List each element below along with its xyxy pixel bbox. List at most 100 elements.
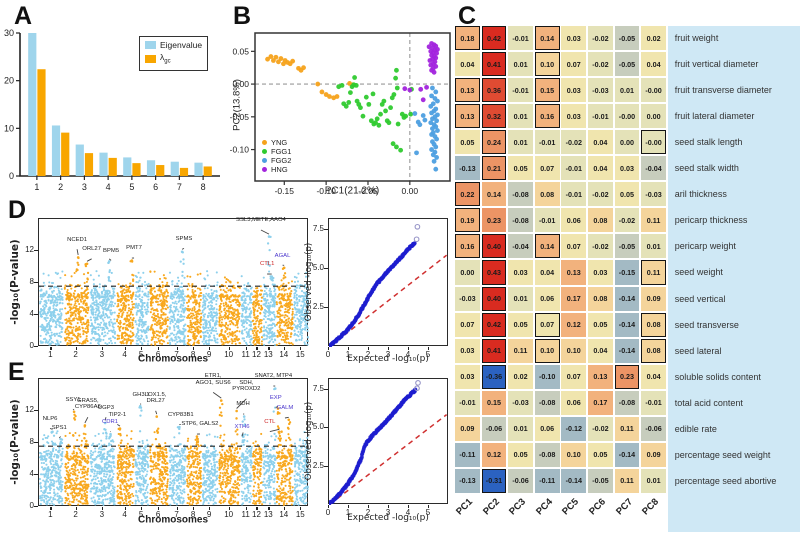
manhattan-y-tick: 4 <box>29 469 34 478</box>
legend-label-yng: YNG <box>271 138 288 147</box>
eigenvalue-bar <box>99 152 108 176</box>
heatmap-cell: 0.13 <box>561 260 587 285</box>
trait-label: pericarp weight <box>674 241 736 252</box>
heatmap-cell: -0.01 <box>508 78 533 103</box>
gene-label: EXP <box>270 395 282 401</box>
legend-row: YNG <box>262 138 291 147</box>
manhattan-x-tick: 9 <box>206 350 212 359</box>
bar-chart-svg: 0 10 20 30 1 2 3 4 5 6 7 8 <box>4 28 220 192</box>
heatmap-cell: -0.31 <box>481 468 507 493</box>
pc-axis-label: PC5 <box>560 496 582 518</box>
pca-point-fgg2 <box>435 98 440 104</box>
qq-x-tickmark <box>408 505 410 508</box>
trait-label: fruit weight <box>674 33 719 44</box>
manhattan-x-tick: 13 <box>263 510 273 519</box>
eigenvalue-bar <box>51 125 61 176</box>
pca-point-fgg1 <box>398 147 404 153</box>
pca-point-fgg2 <box>414 150 419 156</box>
heatmap-cell: -0.13 <box>455 156 480 181</box>
eigenvalue-bar <box>75 144 84 176</box>
manhattan-x-tickmark <box>256 507 258 510</box>
manhattan-x-tick: 8 <box>190 350 196 359</box>
heatmap-cell: -0.01 <box>508 26 533 51</box>
heatmap-cell: 0.01 <box>508 286 533 311</box>
pca-point-fgg1 <box>353 82 359 88</box>
pca-point-fgg2 <box>429 110 434 116</box>
correlation-heatmap: 0.18 0.42 -0.01 0.14 0.03 -0.02 -0.05 0.02 fruit… <box>454 26 800 536</box>
eigenvalue-bar <box>146 160 156 176</box>
gene-label-line: PYROXD2 <box>232 386 261 393</box>
pca-point-fgg2 <box>431 158 437 164</box>
manhattan-x-tick: 1 <box>48 510 53 519</box>
legend-dot-fgg1 <box>262 149 267 154</box>
pca-point-fgg1 <box>394 85 400 91</box>
heatmap-cell: 0.07 <box>561 364 587 389</box>
heatmap-cell: -0.02 <box>588 416 613 441</box>
heatmap-cell: -0.01 <box>641 390 666 415</box>
heatmap-cell: -0.02 <box>588 26 613 51</box>
lambda-subscript: gc <box>164 58 171 65</box>
pca-point-fgg1 <box>386 120 392 126</box>
manhattan-x-tick: 12 <box>252 510 261 519</box>
heatmap-cell: 0.13 <box>588 364 613 389</box>
pca-point-hng <box>418 86 424 92</box>
pca-point-yng <box>290 58 296 64</box>
manhattan-x-tick: 2 <box>73 510 78 519</box>
manhattan-x-tick: 10 <box>224 510 234 519</box>
pca-point-fgg1 <box>391 92 397 97</box>
qq-x-tick: 2 <box>365 508 371 517</box>
heatmap-cell: 0.01 <box>614 78 640 103</box>
gene-label: MDH <box>236 401 249 407</box>
manhattan-x-tickmark <box>75 507 77 510</box>
bar-x-tick: 8 <box>201 182 206 192</box>
manhattan-x-tickmark <box>158 507 160 510</box>
heatmap-cell: 0.11 <box>641 260 666 285</box>
heatmap-cell: -0.12 <box>561 416 587 441</box>
pca-point-fgg1 <box>395 121 401 127</box>
heatmap-cell: 0.08 <box>588 208 613 233</box>
heatmap-cell: 0.14 <box>481 182 507 207</box>
pca-point-yng <box>268 54 274 59</box>
heatmap-cell: 0.09 <box>641 286 666 311</box>
trait-label: seed vertical <box>674 293 726 304</box>
heatmap-cell: -0.06 <box>508 468 533 493</box>
heatmap-cell: 0.42 <box>481 26 507 51</box>
manhattan-x-tickmark <box>256 347 258 350</box>
gene-label: XTH6 <box>235 424 250 430</box>
manhattan-x-tick: 7 <box>174 510 179 519</box>
gene-label: GRAS5, CYP86A8 <box>75 398 101 411</box>
pca-point-fgg2 <box>415 119 421 125</box>
manhattan-y-tick: 0 <box>29 501 34 510</box>
heatmap-cell: 0.06 <box>561 208 587 233</box>
heatmap-cell: 0.08 <box>641 312 666 337</box>
manhattan-x-tick: 15 <box>295 510 305 519</box>
qq-x-tick: 0 <box>325 508 331 517</box>
pca-point-yng <box>278 56 284 61</box>
manhattan-x-tickmark <box>283 507 285 510</box>
gene-label-line: XTH6 <box>234 423 250 430</box>
heatmap-cell: -0.06 <box>481 416 507 441</box>
qq-e-x-axis-label: Expected -log₁₀(p) <box>347 513 429 523</box>
qq-y-tickmark <box>324 388 328 390</box>
gene-label-line: AGAL <box>274 252 291 259</box>
gene-label-line: GRAS5, <box>77 398 99 405</box>
bar-y-tick: 20 <box>4 76 14 86</box>
gene-label-line: PMT7 <box>126 245 142 252</box>
gene-label-line: LOX1.5, <box>144 391 167 398</box>
manhattan-x-tickmark <box>141 507 143 510</box>
heatmap-cell: 0.03 <box>588 260 613 285</box>
pca-point-fgg1 <box>368 118 374 124</box>
heatmap-cell: -0.04 <box>508 234 533 259</box>
heatmap-cell: 0.02 <box>508 364 533 389</box>
gene-label-line: BPM5 <box>103 247 120 254</box>
manhattan-y-tick: 8 <box>29 277 34 286</box>
manhattan-y-tickmark <box>34 250 38 252</box>
heatmap-cell: 0.01 <box>508 130 533 155</box>
heatmap-cell: -0.06 <box>641 416 666 441</box>
qq-x-tick: 1 <box>345 350 351 359</box>
qq-y-tick: 2.5 <box>312 460 324 470</box>
qq-x-tickmark <box>348 505 350 508</box>
pc-axis-label: PC6 <box>587 496 608 518</box>
trait-label: fruit transverse diameter <box>674 85 772 96</box>
heatmap-cell: -0.03 <box>508 390 533 415</box>
